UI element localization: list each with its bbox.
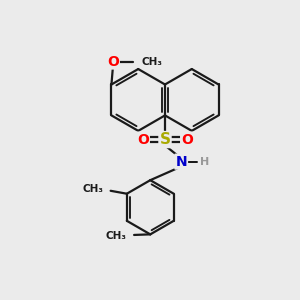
Text: CH₃: CH₃: [106, 231, 127, 242]
Text: O: O: [107, 55, 119, 68]
Text: CH₃: CH₃: [82, 184, 103, 194]
Text: N: N: [176, 154, 187, 169]
Text: S: S: [160, 132, 170, 147]
Text: O: O: [181, 133, 193, 146]
Text: CH₃: CH₃: [142, 56, 163, 67]
Text: H: H: [200, 157, 209, 166]
Text: O: O: [137, 133, 149, 146]
